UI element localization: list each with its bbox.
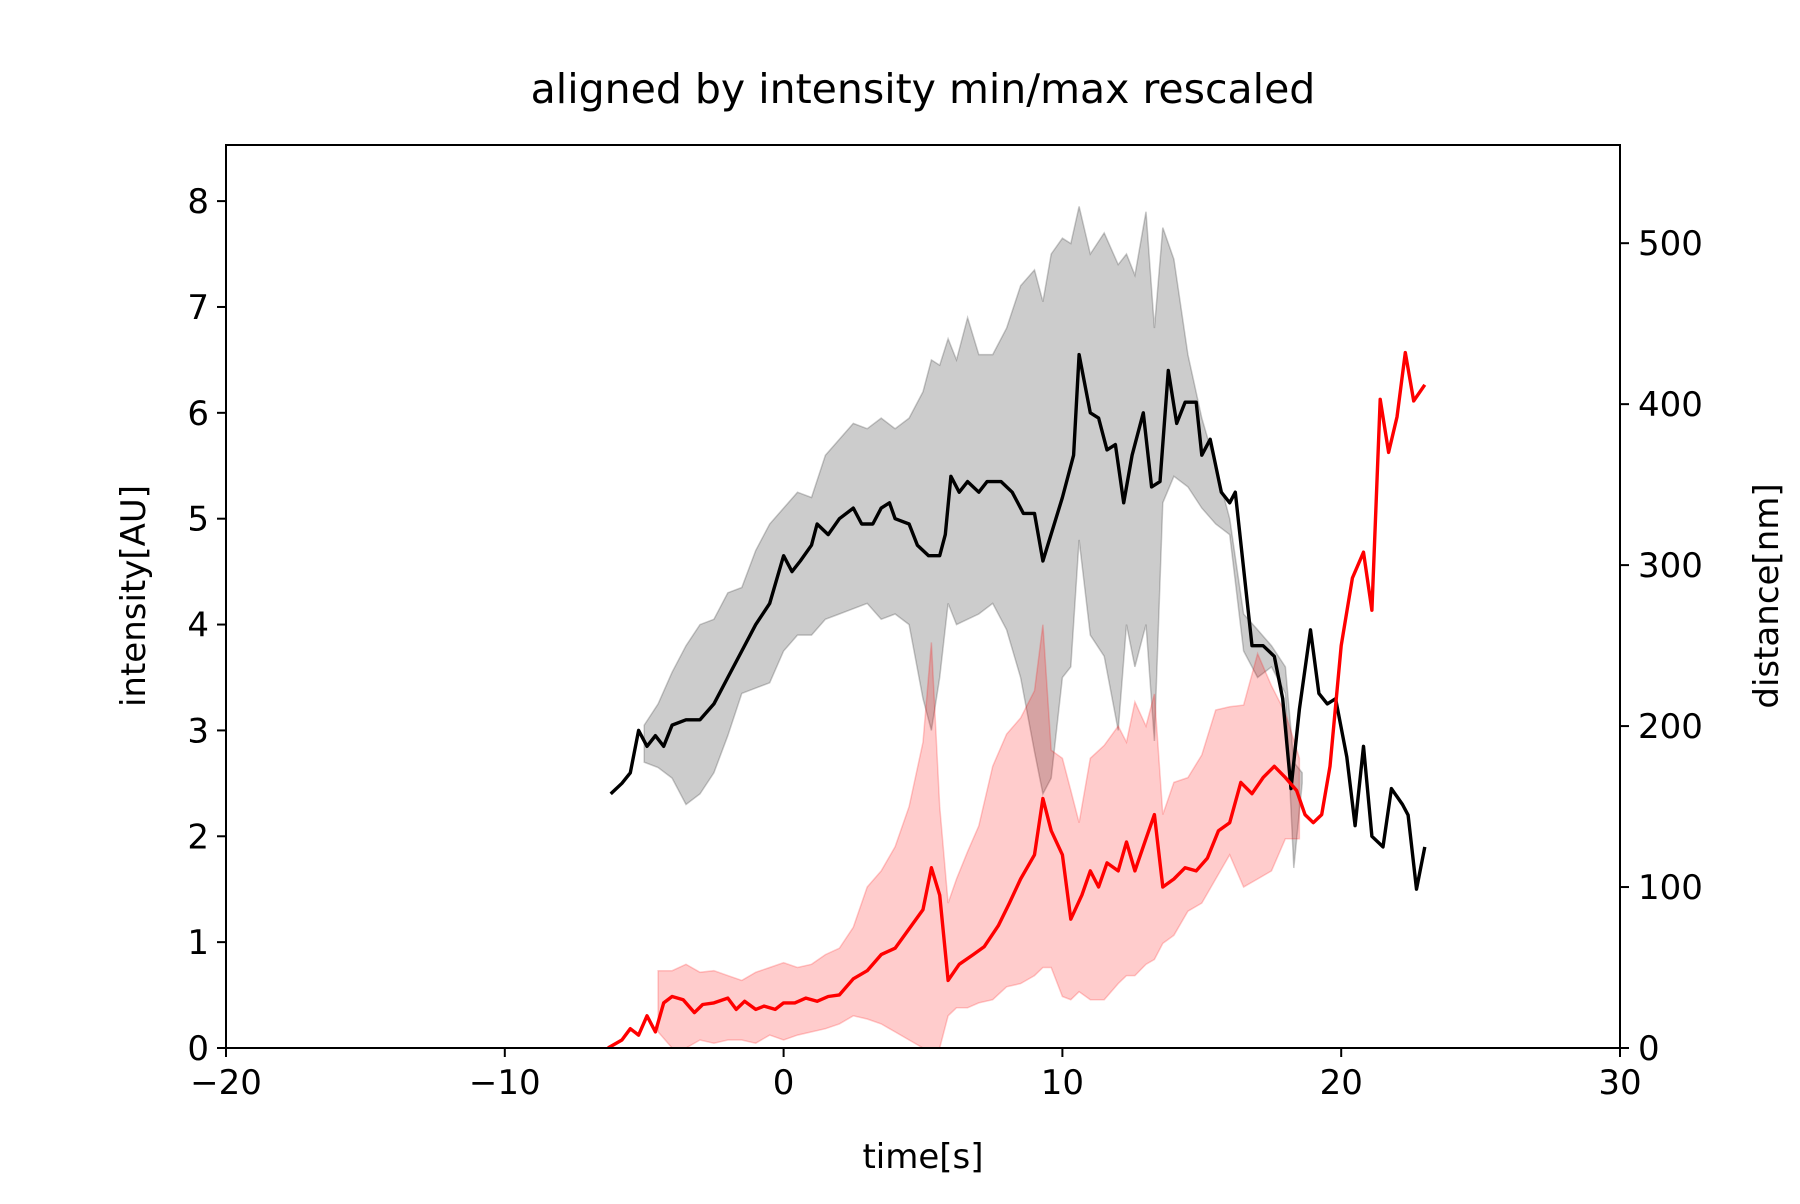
y2-tick-label: 400 [1638, 385, 1703, 425]
chart-title: aligned by intensity min/max rescaled [531, 65, 1316, 113]
y-tick-label: 4 [187, 606, 209, 646]
plot-area [607, 206, 1427, 1048]
x-tick-label: −10 [469, 1063, 541, 1103]
y-axis-label: intensity[AU] [114, 485, 154, 707]
data-line [607, 350, 1427, 1048]
y-tick-label: 1 [187, 923, 209, 963]
y-tick-label: 5 [187, 500, 209, 540]
x-axis-label: time[s] [862, 1137, 983, 1177]
y-tick-label: 0 [187, 1029, 209, 1069]
error-band [657, 624, 1301, 1048]
x-tick-label: 30 [1598, 1063, 1641, 1103]
y2-tick-label: 500 [1638, 224, 1703, 264]
data-line [609, 352, 1427, 891]
y2-tick-label: 200 [1638, 707, 1703, 747]
y-tick-label: 8 [187, 182, 209, 222]
x-tick-label: 0 [773, 1063, 795, 1103]
y2-axis-label: distance[nm] [1747, 483, 1787, 708]
axes-frame [225, 144, 1621, 1049]
y2-tick-label: 300 [1638, 546, 1703, 586]
y-tick-label: 6 [187, 394, 209, 434]
x-tick-label: −20 [190, 1063, 262, 1103]
y2-tick-label: 100 [1638, 868, 1703, 908]
y-tick-label: 2 [187, 817, 209, 857]
x-tick-label: 20 [1320, 1063, 1363, 1103]
y-tick-label: 7 [187, 288, 209, 328]
x-tick-label: 10 [1041, 1063, 1084, 1103]
y2-tick-label: 0 [1638, 1029, 1660, 1069]
y-tick-label: 3 [187, 711, 209, 751]
error-band [643, 206, 1303, 869]
